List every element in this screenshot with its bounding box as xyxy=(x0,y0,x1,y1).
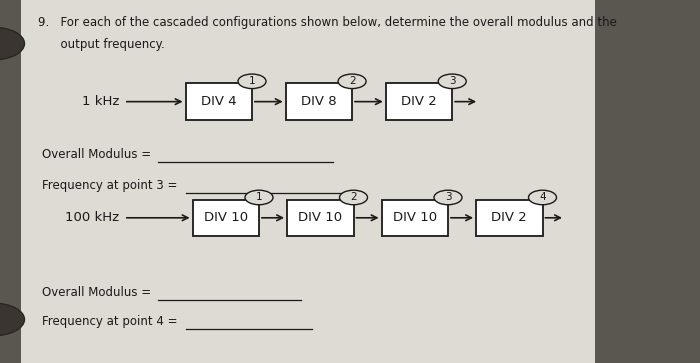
Circle shape xyxy=(245,190,273,205)
Text: DIV 10: DIV 10 xyxy=(298,211,342,224)
Bar xyxy=(21,0,595,363)
Bar xyxy=(287,200,354,236)
Text: 2: 2 xyxy=(349,76,356,86)
Text: Overall Modulus =: Overall Modulus = xyxy=(42,148,155,161)
Circle shape xyxy=(338,74,366,89)
Text: 3: 3 xyxy=(444,192,452,203)
Circle shape xyxy=(528,190,556,205)
Circle shape xyxy=(238,74,266,89)
Text: 1: 1 xyxy=(248,76,256,86)
Text: 1: 1 xyxy=(256,192,262,203)
Text: output frequency.: output frequency. xyxy=(38,38,165,51)
Text: 9.   For each of the cascaded configurations shown below, determine the overall : 9. For each of the cascaded configuratio… xyxy=(38,16,617,29)
Text: DIV 10: DIV 10 xyxy=(393,211,437,224)
Bar xyxy=(386,83,452,120)
Text: Frequency at point 4 =: Frequency at point 4 = xyxy=(42,315,181,328)
Text: 2: 2 xyxy=(350,192,357,203)
Text: 3: 3 xyxy=(449,76,456,86)
Text: DIV 2: DIV 2 xyxy=(401,95,437,108)
Bar xyxy=(476,200,542,236)
Circle shape xyxy=(0,303,25,336)
Circle shape xyxy=(0,27,25,60)
Circle shape xyxy=(434,190,462,205)
Bar xyxy=(382,200,448,236)
Text: DIV 10: DIV 10 xyxy=(204,211,248,224)
Text: Overall Modulus =: Overall Modulus = xyxy=(42,286,155,299)
Bar xyxy=(186,83,252,120)
Text: DIV 4: DIV 4 xyxy=(201,95,237,108)
Text: Frequency at point 3 =: Frequency at point 3 = xyxy=(42,179,181,192)
Text: 1 kHz: 1 kHz xyxy=(82,95,119,108)
Text: 100 kHz: 100 kHz xyxy=(65,211,119,224)
Circle shape xyxy=(340,190,368,205)
Text: 4: 4 xyxy=(539,192,546,203)
Circle shape xyxy=(438,74,466,89)
Bar xyxy=(286,83,352,120)
Text: DIV 8: DIV 8 xyxy=(301,95,337,108)
Bar xyxy=(193,200,259,236)
Text: DIV 2: DIV 2 xyxy=(491,211,527,224)
